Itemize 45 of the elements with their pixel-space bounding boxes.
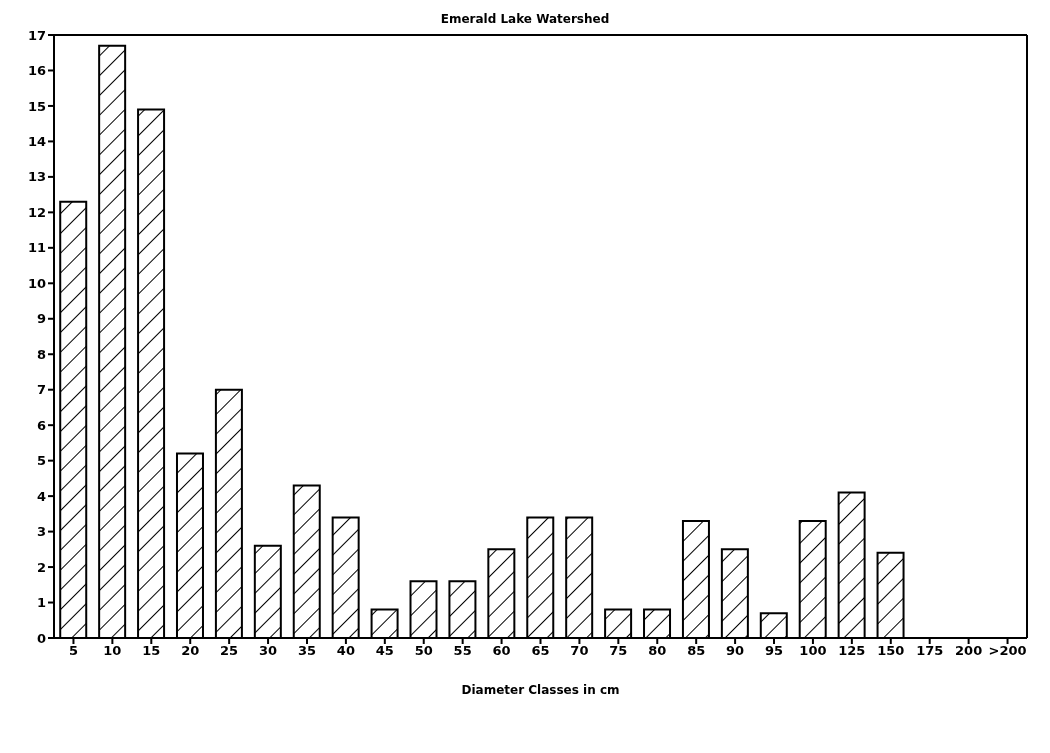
- x-tick-label: 80: [648, 643, 667, 659]
- y-tick-label: 17: [27, 27, 46, 43]
- x-tick-label: 90: [726, 643, 745, 659]
- y-tick-label: 2: [36, 559, 46, 575]
- x-tick-label: >200: [988, 643, 1027, 659]
- y-tick-label: 3: [36, 524, 46, 540]
- x-tick-label: 75: [609, 643, 628, 659]
- x-tick-label: 70: [570, 643, 589, 659]
- x-tick-label: 5: [68, 643, 78, 659]
- y-tick-label: 15: [27, 98, 46, 114]
- x-tick-label: 40: [336, 643, 355, 659]
- y-tick-label: 0: [36, 630, 46, 646]
- x-tick-label: 35: [297, 643, 317, 659]
- x-tick-label: 45: [375, 643, 394, 659]
- x-tick-label: 95: [764, 643, 784, 659]
- y-tick-label: 13: [27, 169, 46, 185]
- x-tick-label: 55: [453, 643, 472, 659]
- y-tick-label: 6: [36, 417, 46, 433]
- x-tick-label: 50: [414, 643, 433, 659]
- y-tick-label: 5: [36, 453, 46, 469]
- y-tick-label: 16: [27, 63, 46, 79]
- x-tick-label: 200: [955, 643, 983, 659]
- x-tick-label: 25: [220, 643, 239, 659]
- x-tick-label: 150: [877, 643, 905, 659]
- y-tick-label: 10: [27, 275, 46, 291]
- chart-title: Emerald Lake Watershed: [439, 12, 611, 26]
- y-tick-label: 12: [27, 204, 46, 220]
- y-tick-label: 7: [36, 382, 46, 398]
- x-tick-label: 125: [838, 643, 866, 659]
- x-tick-label: 175: [916, 643, 944, 659]
- x-tick-label: 100: [799, 643, 827, 659]
- y-tick-label: 8: [36, 346, 46, 362]
- y-tick-label: 4: [36, 488, 46, 504]
- x-tick-label: 10: [103, 643, 122, 659]
- x-tick-label: 15: [142, 643, 161, 659]
- x-tick-label: 65: [531, 643, 550, 659]
- x-tick-label: 20: [181, 643, 200, 659]
- x-tick-label: 60: [492, 643, 511, 659]
- y-tick-label: 1: [36, 595, 46, 611]
- x-axis-title: Diameter Classes in cm: [461, 683, 620, 697]
- y-tick-label: 14: [27, 134, 46, 150]
- y-tick-label: 11: [27, 240, 46, 256]
- x-tick-label: 85: [687, 643, 706, 659]
- x-tick-label: 30: [259, 643, 278, 659]
- y-tick-label: 9: [36, 311, 46, 327]
